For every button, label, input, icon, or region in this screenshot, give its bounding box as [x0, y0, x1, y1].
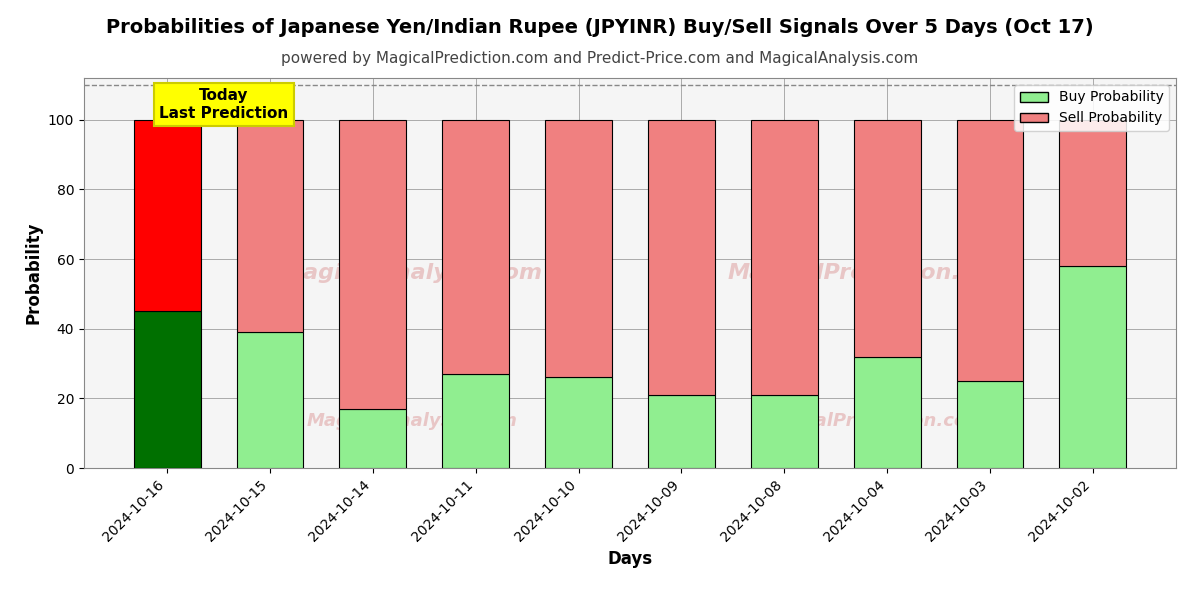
Bar: [956, 120, 1024, 381]
Bar: [853, 356, 920, 468]
Bar: [648, 395, 715, 468]
Legend: Buy Probability, Sell Probability: Buy Probability, Sell Probability: [1014, 85, 1169, 131]
Bar: [853, 120, 920, 356]
Bar: [1060, 266, 1127, 468]
Text: powered by MagicalPrediction.com and Predict-Price.com and MagicalAnalysis.com: powered by MagicalPrediction.com and Pre…: [281, 51, 919, 66]
Bar: [751, 120, 817, 395]
Bar: [443, 374, 509, 468]
Bar: [133, 120, 200, 311]
X-axis label: Days: Days: [607, 550, 653, 568]
Text: MagicalAnalysis.com: MagicalAnalysis.com: [281, 263, 542, 283]
Bar: [956, 381, 1024, 468]
Bar: [236, 120, 304, 332]
Bar: [751, 395, 817, 468]
Y-axis label: Probability: Probability: [24, 222, 42, 324]
Bar: [133, 311, 200, 468]
Bar: [236, 332, 304, 468]
Bar: [443, 120, 509, 374]
Text: MagicalPrediction.com: MagicalPrediction.com: [755, 412, 985, 430]
Bar: [648, 120, 715, 395]
Bar: [545, 377, 612, 468]
Text: MagicalAnalysis.com: MagicalAnalysis.com: [306, 412, 517, 430]
Bar: [340, 120, 407, 409]
Text: MagicalPrediction.com: MagicalPrediction.com: [728, 263, 1013, 283]
Bar: [1060, 120, 1127, 266]
Bar: [545, 120, 612, 377]
Bar: [340, 409, 407, 468]
Text: Today
Last Prediction: Today Last Prediction: [160, 88, 288, 121]
Text: Probabilities of Japanese Yen/Indian Rupee (JPYINR) Buy/Sell Signals Over 5 Days: Probabilities of Japanese Yen/Indian Rup…: [106, 18, 1094, 37]
